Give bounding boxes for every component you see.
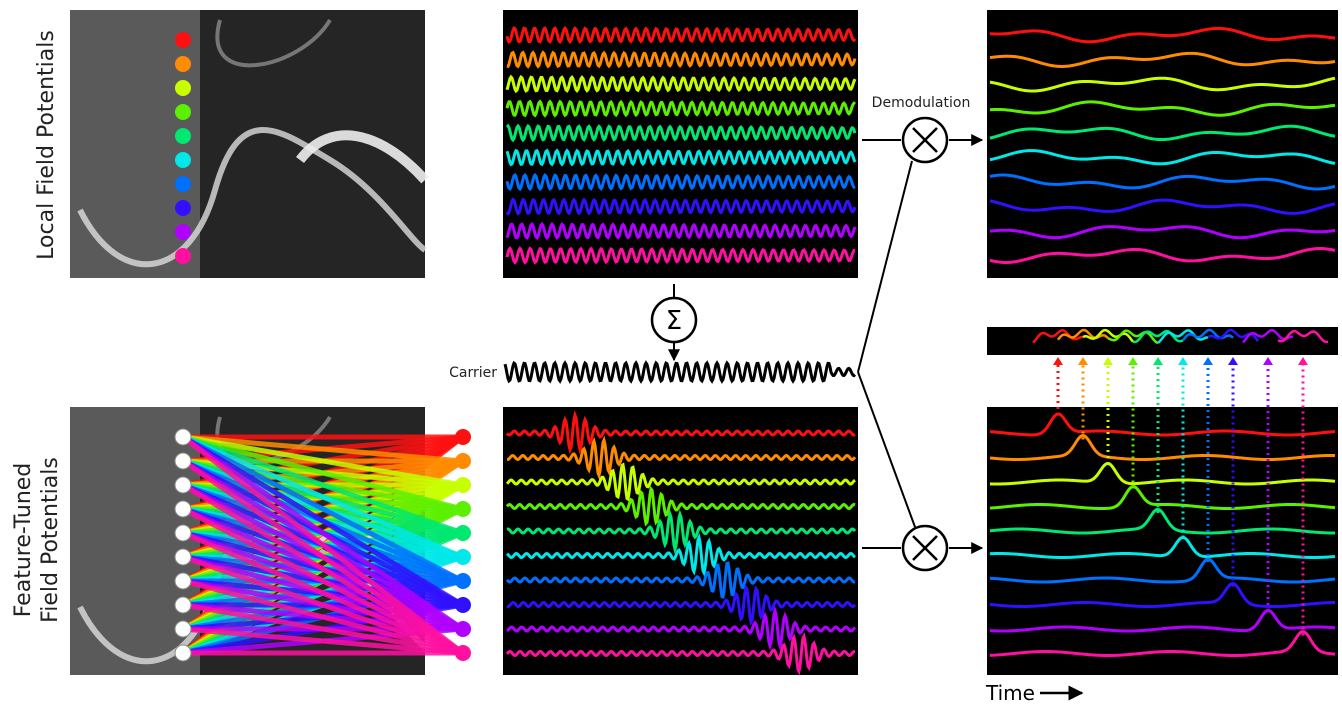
arrowhead <box>1263 357 1273 365</box>
time-label: Time <box>985 681 1035 704</box>
output-node <box>455 477 471 493</box>
output-node <box>455 645 471 661</box>
electrode <box>175 645 191 661</box>
panel <box>987 10 1338 278</box>
arrowhead <box>1228 357 1238 365</box>
arrowhead <box>1128 357 1138 365</box>
output-node <box>455 501 471 517</box>
electrode <box>175 104 191 120</box>
arrowhead <box>1153 357 1163 365</box>
output-node <box>455 549 471 565</box>
electrode <box>175 56 191 72</box>
sum-symbol: Σ <box>666 306 682 336</box>
electrode <box>175 80 191 96</box>
panel <box>987 327 1338 355</box>
demodulation-label: Demodulation <box>872 95 971 111</box>
brain-image <box>70 10 425 278</box>
connector <box>858 161 912 372</box>
arrowhead <box>1053 357 1063 365</box>
row-label: Feature-Tuned <box>11 463 36 618</box>
arrowhead <box>1203 357 1213 365</box>
electrode <box>175 597 191 613</box>
electrode <box>175 549 191 565</box>
output-node <box>455 573 471 589</box>
figure: Local Field Potentials Feature-Tuned Fie… <box>0 0 1342 704</box>
electrode <box>175 453 191 469</box>
arrowhead <box>1103 357 1113 365</box>
electrode <box>175 621 191 637</box>
row-label: Local Field Potentials <box>34 30 59 260</box>
electrode <box>175 176 191 192</box>
electrode <box>175 224 191 240</box>
arrowhead <box>1298 357 1308 365</box>
connector <box>858 372 915 527</box>
electrode <box>175 200 191 216</box>
electrode <box>175 429 191 445</box>
panel <box>987 407 1338 675</box>
carrier-label: Carrier <box>449 365 497 381</box>
output-node <box>455 621 471 637</box>
output-node <box>455 525 471 541</box>
output-node <box>455 597 471 613</box>
electrode <box>175 152 191 168</box>
carrier-wave <box>505 363 855 381</box>
electrode <box>175 248 191 264</box>
electrode <box>175 32 191 48</box>
electrode <box>175 525 191 541</box>
output-node <box>455 453 471 469</box>
arrowhead <box>1078 357 1088 365</box>
output-node <box>455 429 471 445</box>
arrowhead <box>1178 357 1188 365</box>
electrode <box>175 128 191 144</box>
electrode <box>175 501 191 517</box>
electrode <box>175 573 191 589</box>
electrode <box>175 477 191 493</box>
row-label: Field Potentials <box>38 457 63 623</box>
